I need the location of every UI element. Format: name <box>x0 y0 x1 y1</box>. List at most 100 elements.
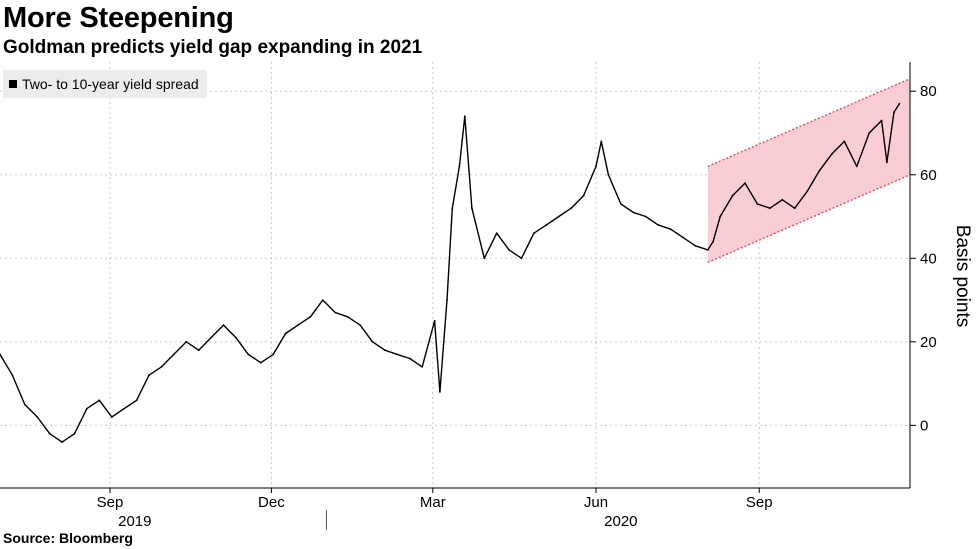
y-tick-label: 20 <box>920 334 937 351</box>
chart-subtitle: Goldman predicts yield gap expanding in … <box>3 37 423 58</box>
data-point <box>533 232 535 235</box>
data-point <box>600 140 603 143</box>
data-point <box>259 361 262 364</box>
data-point <box>731 194 734 197</box>
data-point <box>321 299 324 301</box>
data-point <box>0 353 1 356</box>
data-point <box>632 211 635 214</box>
data-point <box>446 299 448 301</box>
data-point <box>471 207 473 210</box>
x-tick-label: Sep <box>97 494 124 511</box>
data-point <box>644 215 647 218</box>
data-point <box>185 340 188 343</box>
data-point <box>818 169 821 172</box>
legend-label: Two- to 10-year yield spread <box>22 76 199 92</box>
data-point <box>247 353 250 356</box>
source-note: Source: Bloomberg <box>3 530 133 546</box>
data-point <box>682 236 684 239</box>
data-point <box>570 207 573 210</box>
data-point <box>806 190 808 193</box>
data-point <box>781 198 784 201</box>
data-point <box>582 194 585 197</box>
data-point <box>898 102 901 105</box>
data-point <box>98 399 101 402</box>
data-point <box>886 161 888 164</box>
data-point <box>880 119 883 122</box>
data-point <box>148 374 150 377</box>
x-tick-label: Jun <box>584 494 608 511</box>
data-point <box>73 432 76 435</box>
data-point <box>334 311 337 314</box>
series-line <box>0 103 900 443</box>
data-point <box>657 224 659 226</box>
data-point <box>694 244 697 247</box>
data-point <box>595 165 597 168</box>
data-point <box>222 324 225 326</box>
data-point <box>160 366 163 368</box>
data-point <box>620 203 622 205</box>
series-lines <box>0 102 901 443</box>
x-tick-label: Mar <box>420 494 446 511</box>
data-point <box>458 165 461 168</box>
data-point <box>463 115 466 118</box>
data-point <box>433 320 436 322</box>
data-point <box>272 353 275 356</box>
data-point <box>545 224 548 226</box>
data-point <box>744 182 746 185</box>
data-point <box>669 228 672 231</box>
data-point <box>197 349 200 352</box>
data-point <box>712 240 714 243</box>
data-point <box>868 132 871 134</box>
data-point <box>520 257 523 260</box>
data-point <box>843 140 846 143</box>
channel-upper-line <box>707 78 911 167</box>
data-point <box>371 340 374 343</box>
channel-lower-line <box>707 174 911 264</box>
data-point <box>439 391 441 393</box>
axes: 0 20 40 60 80 Sep Dec Mar Jun Sep 2019 2020 <box>0 62 937 530</box>
data-point <box>769 207 771 210</box>
data-point <box>719 215 722 218</box>
data-point <box>495 232 498 235</box>
data-point <box>557 215 560 218</box>
chart-title: More Steepening <box>3 2 234 34</box>
data-point <box>831 153 833 155</box>
x-year-label: 2019 <box>118 513 151 530</box>
data-point <box>48 432 51 435</box>
channel-area <box>707 78 910 263</box>
data-point <box>86 407 88 410</box>
data-point <box>110 416 113 418</box>
x-tick-label: Dec <box>258 494 285 511</box>
forecast-channel <box>707 78 911 264</box>
data-point <box>421 366 424 368</box>
data-point <box>893 111 895 113</box>
data-point <box>855 165 858 168</box>
data-point <box>508 249 510 251</box>
data-point <box>284 332 287 335</box>
data-point <box>396 353 399 356</box>
data-point <box>384 349 386 352</box>
grid-lines <box>0 62 910 488</box>
data-point <box>793 207 796 210</box>
data-point <box>172 353 175 356</box>
y-tick-label: 60 <box>920 167 937 184</box>
data-point <box>11 374 14 377</box>
y-tick-label: 80 <box>920 83 937 100</box>
data-point <box>235 336 237 339</box>
data-point <box>135 399 138 402</box>
legend-swatch <box>9 80 17 88</box>
data-point <box>483 257 486 260</box>
data-point <box>756 203 759 205</box>
y-axis-label: Basis points <box>952 225 973 327</box>
data-point <box>123 407 126 410</box>
x-tick-label: Sep <box>746 494 773 511</box>
data-point <box>607 173 610 176</box>
data-point <box>346 315 349 318</box>
y-tick-label: 0 <box>920 417 928 434</box>
data-point <box>23 403 26 406</box>
data-point <box>706 249 709 251</box>
data-point <box>408 357 411 360</box>
data-point <box>36 416 39 418</box>
data-point <box>359 324 361 326</box>
